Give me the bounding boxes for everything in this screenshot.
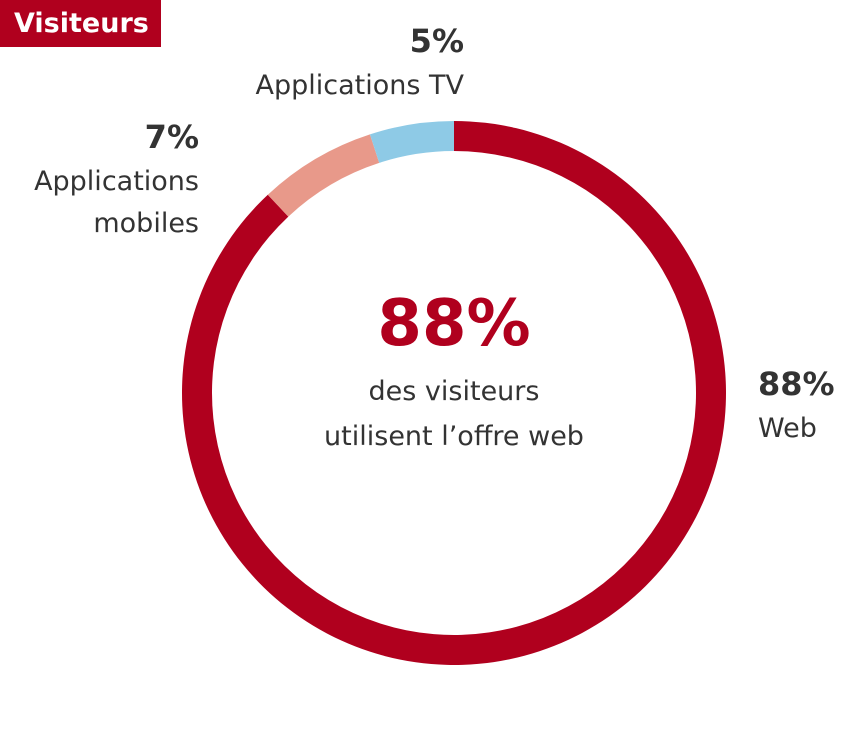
center-caption-line1: des visiteurs (369, 376, 540, 407)
label-name-applications-mobiles-0: Applications (34, 166, 199, 197)
center-caption-line2: utilisent l’offre web (324, 421, 584, 452)
slice-applications-tv (369, 121, 454, 163)
label-pct-applications-mobiles: 7% (145, 118, 199, 156)
label-pct-web: 88% (758, 365, 835, 403)
slice-applications-mobiles (267, 134, 380, 217)
label-pct-applications-tv: 5% (410, 22, 464, 60)
label-name-web-0: Web (758, 413, 817, 444)
center-value: 88% (377, 287, 530, 361)
label-name-applications-mobiles-1: mobiles (93, 208, 199, 239)
label-name-applications-tv-0: Applications TV (256, 70, 465, 101)
donut-arcs (182, 121, 726, 665)
slice-labels: 88% Web 7% Applications mobiles 5% Application… (34, 22, 835, 444)
chart-title: Visiteurs (0, 0, 161, 47)
